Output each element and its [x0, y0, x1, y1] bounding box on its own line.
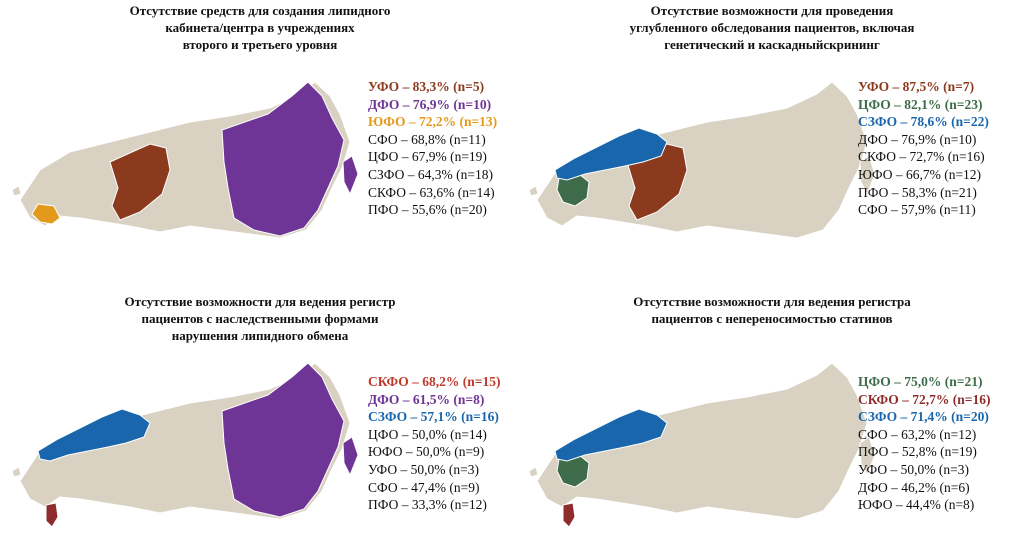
region-kaliningrad [11, 466, 22, 478]
legend-row: ЮФО – 50,0% (n=9) [368, 444, 485, 460]
title-line: пациентов с наследственными формами [141, 311, 379, 326]
legend-row: ЮФО – 66,7% (n=12) [858, 166, 982, 182]
legend-row: СКФО – 72,7% (n=16) [858, 391, 991, 407]
title-line: генетический и каскадныйскрининг [664, 37, 880, 52]
legend-row: УФО – 50,0% (n=3) [368, 461, 479, 477]
region-kaliningrad [528, 185, 539, 197]
legend-row: ЮФО – 44,4% (n=8) [858, 497, 975, 513]
region-northwest [554, 408, 668, 462]
title-line: второго и третьего уровня [182, 37, 338, 52]
legend-row: ДФО – 61,5% (n=8) [368, 391, 485, 407]
region-kaliningrad [11, 185, 22, 197]
legend-row: ЦФО – 75,0% (n=21) [858, 374, 983, 389]
region-ural [109, 143, 171, 221]
region-sakhalin [859, 155, 876, 196]
russia-map [11, 362, 359, 528]
panel-2: Отсутствие возможности для проведения уг… [517, 0, 1033, 270]
region-northwest [37, 408, 151, 462]
panel-title: Отсутствие средств для создания липидног… [95, 2, 425, 53]
region-sakhalin [342, 436, 359, 477]
legend-row: СКФО – 68,2% (n=15) [368, 374, 501, 389]
russia-map [528, 81, 876, 239]
legend-row: ДФО – 46,2% (n=6) [858, 479, 970, 495]
panel-1: Отсутствие средств для создания липидног… [0, 0, 516, 270]
title-line: Отсутствие возможности для ведения регис… [633, 294, 911, 309]
region-caucasus [562, 502, 576, 528]
legend-row: ЮФО – 72,2% (n=13) [368, 114, 498, 130]
legend-row: ПФО – 58,3% (n=21) [858, 184, 977, 200]
legend-row: ЦФО – 50,0% (n=14) [368, 426, 487, 442]
legend-row: СФО – 57,9% (n=11) [858, 202, 976, 218]
legend: УФО – 83,3% (n=5) ДФО – 76,9% (n=10) ЮФО –… [368, 78, 497, 219]
legend-row: УФО – 83,3% (n=5) [368, 79, 485, 94]
region-sakhalin [342, 155, 359, 196]
title-line: Отсутствие возможности для ведения регис… [124, 294, 396, 309]
panel-title: Отсутствие возможности для проведения уг… [577, 2, 967, 53]
legend-row: ПФО – 52,8% (n=19) [858, 444, 977, 460]
region-base [536, 362, 868, 520]
title-line: Отсутствие возможности для проведения [650, 3, 894, 18]
legend-row: СФО – 63,2% (n=12) [858, 426, 977, 442]
region-caucasus [45, 502, 59, 528]
region-far-east [221, 81, 345, 237]
legend-row: СЗФО – 71,4% (n=20) [858, 409, 989, 425]
legend-row: ЦФО – 82,1% (n=23) [858, 96, 983, 112]
legend-row: ПФО – 33,3% (n=12) [368, 497, 487, 513]
region-kaliningrad [528, 466, 539, 478]
title-line: углубленного обследования пациентов, вкл… [629, 20, 915, 35]
legend: ЦФО – 75,0% (n=21) СКФО – 72,7% (n=16) СЗФ… [858, 373, 991, 514]
legend-row: СФО – 47,4% (n=9) [368, 479, 480, 495]
legend-row: УФО – 87,5% (n=7) [858, 79, 975, 94]
legend-row: ПФО – 55,6% (n=20) [368, 202, 487, 218]
title-line: кабинета/центра в учреждениях [165, 20, 355, 35]
legend-row: СЗФО – 57,1% (n=16) [368, 409, 499, 425]
title-line: пациентов с непереносимостью статинов [651, 311, 893, 326]
legend-row: ДФО – 76,9% (n=10) [368, 96, 492, 112]
legend-row: ДФО – 76,9% (n=10) [858, 131, 977, 147]
region-northwest [554, 127, 668, 181]
legend-row: УФО – 50,0% (n=3) [858, 461, 969, 477]
panel-4: Отсутствие возможности для ведения регис… [517, 271, 1033, 541]
legend-row: СФО – 68,8% (n=11) [368, 131, 486, 147]
panel-3: Отсутствие возможности для ведения регис… [0, 271, 516, 541]
russia-map [528, 362, 876, 528]
legend-row: СЗФО – 78,6% (n=22) [858, 114, 989, 130]
title-line: Отсутствие средств для создания липидног… [129, 3, 391, 18]
legend-row: СЗФО – 64,3% (n=18) [368, 166, 493, 182]
region-far-east [221, 362, 345, 518]
region-base [536, 81, 868, 239]
panel-title: Отсутствие возможности для ведения регис… [577, 293, 967, 327]
legend-row: ЦФО – 67,9% (n=19) [368, 149, 487, 165]
region-south [31, 203, 61, 225]
region-sakhalin [859, 436, 876, 477]
legend: УФО – 87,5% (n=7) ЦФО – 82,1% (n=23) СЗФО … [858, 78, 989, 219]
russia-map [11, 81, 359, 239]
panel-title: Отсутствие возможности для ведения регис… [95, 293, 425, 344]
title-line: нарушения липидного обмена [171, 328, 349, 343]
legend: СКФО – 68,2% (n=15) ДФО – 61,5% (n=8) СЗФО… [368, 373, 501, 514]
legend-row: СКФО – 72,7% (n=16) [858, 149, 985, 165]
legend-row: СКФО – 63,6% (n=14) [368, 184, 495, 200]
